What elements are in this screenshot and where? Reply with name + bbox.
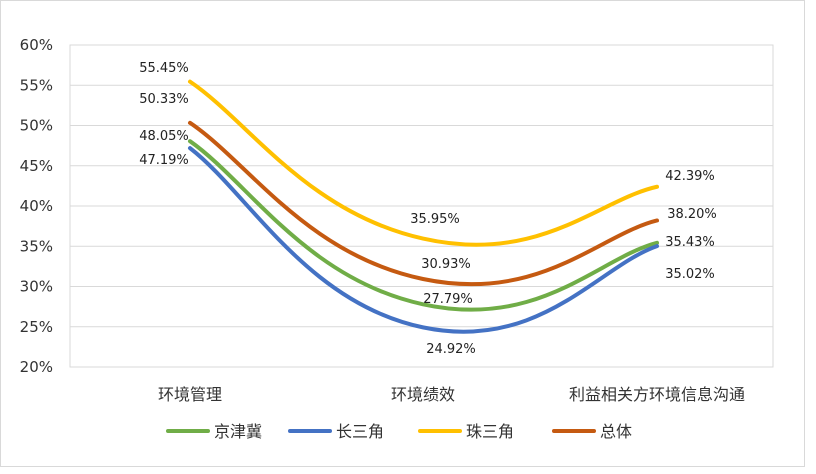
legend-label: 珠三角 [466,422,514,441]
data-labels: 48.05% 27.79% 35.43% 47.19% 24.92% 35.02% 55.4… [139,61,717,357]
series-line-3 [188,79,659,247]
y-tick-label: 40% [20,197,53,215]
data-label: 24.92% [426,342,476,357]
y-axis: 20% 25% 30% 35% 40% 45% 50% 55% 60% [20,36,53,376]
data-label: 30.93% [421,257,471,272]
series-lines [188,79,659,334]
y-tick-label: 45% [20,157,53,175]
data-label: 35.43% [665,235,715,250]
legend-label: 总体 [600,422,632,441]
x-category-label: 利益相关方环境信息沟通 [569,385,745,404]
data-label: 55.45% [139,61,189,76]
series-line-1 [188,139,659,312]
y-tick-label: 60% [20,36,53,54]
data-label: 47.19% [139,153,189,168]
plot-area [69,44,774,368]
data-label: 42.39% [665,169,715,184]
series-line-4 [188,120,659,287]
y-tick-label: 30% [20,278,53,296]
data-label: 35.02% [665,267,715,282]
y-tick-label: 20% [20,358,53,376]
x-category-label: 环境绩效 [391,385,455,404]
data-label: 38.20% [667,207,717,222]
data-label: 27.79% [423,292,473,307]
x-category-label: 环境管理 [158,385,222,404]
legend-label: 长三角 [336,422,384,441]
data-label: 35.95% [410,212,460,227]
series-line-2 [188,146,659,334]
x-axis: 环境管理 环境绩效 利益相关方环境信息沟通 [158,385,745,404]
gridlines [69,44,774,368]
legend: 京津冀 长三角 珠三角 总体 [166,422,632,441]
y-tick-label: 25% [20,318,53,336]
y-tick-label: 50% [20,117,53,135]
legend-label: 京津冀 [214,422,262,441]
data-label: 48.05% [139,129,189,144]
data-label: 50.33% [139,92,189,107]
y-tick-label: 55% [20,76,53,94]
y-tick-label: 35% [20,237,53,255]
